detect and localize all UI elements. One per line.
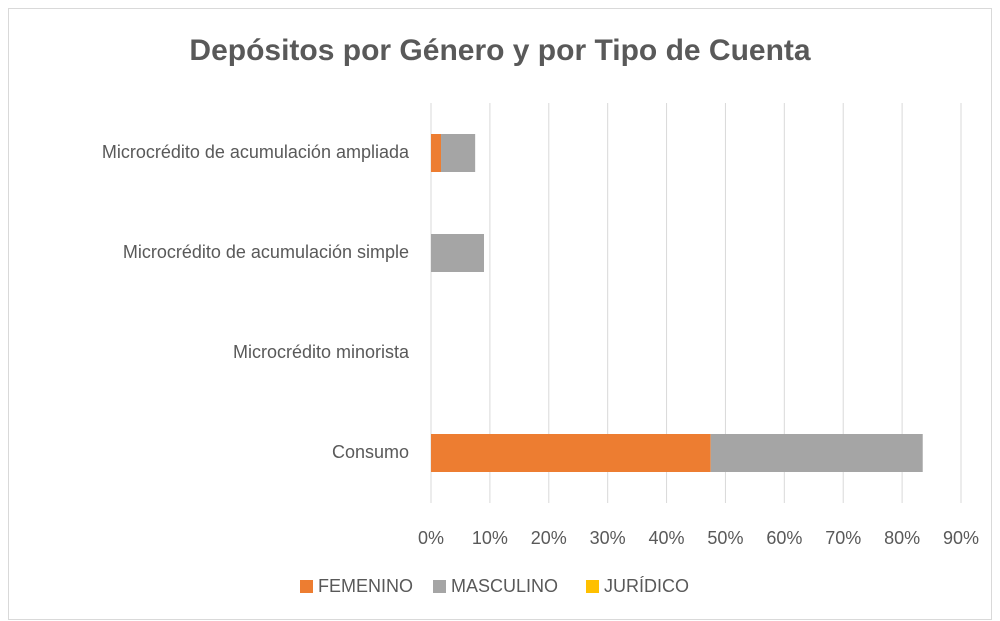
legend-swatch <box>433 580 446 593</box>
legend-swatch <box>300 580 313 593</box>
chart-border <box>8 8 992 620</box>
legend-label: JURÍDICO <box>604 576 689 596</box>
y-tick-label: Microcrédito minorista <box>233 342 410 362</box>
x-tick-label: 70% <box>825 528 861 548</box>
x-tick-label: 0% <box>418 528 444 548</box>
x-tick-label: 20% <box>531 528 567 548</box>
legend-label: MASCULINO <box>451 576 558 596</box>
bar <box>431 134 442 172</box>
bar <box>710 434 923 472</box>
x-tick-label: 60% <box>766 528 802 548</box>
y-tick-label: Consumo <box>332 442 409 462</box>
y-tick-label: Microcrédito de acumulación simple <box>123 242 409 262</box>
x-tick-label: 90% <box>943 528 979 548</box>
x-tick-label: 50% <box>707 528 743 548</box>
legend-swatch <box>586 580 599 593</box>
x-tick-label: 80% <box>884 528 920 548</box>
x-tick-label: 40% <box>649 528 685 548</box>
x-tick-label: 10% <box>472 528 508 548</box>
bar <box>431 434 711 472</box>
bar <box>431 234 484 272</box>
x-tick-label: 30% <box>590 528 626 548</box>
bar <box>441 134 476 172</box>
chart-title: Depósitos por Género y por Tipo de Cuent… <box>189 34 810 67</box>
y-tick-label: Microcrédito de acumulación ampliada <box>102 142 410 162</box>
legend-label: FEMENINO <box>318 576 413 596</box>
